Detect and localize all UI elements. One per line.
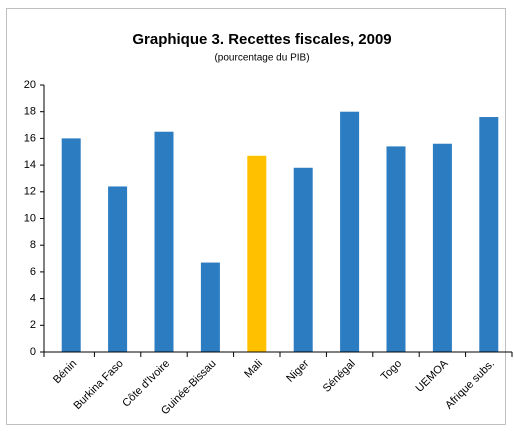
y-tick-label: 0 — [30, 346, 36, 358]
bar — [61, 138, 81, 352]
bar — [479, 117, 499, 352]
chart-title: Graphique 3. Recettes fiscales, 2009 — [132, 31, 391, 48]
y-tick-label: 12 — [24, 186, 36, 198]
y-tick-label: 16 — [24, 132, 36, 144]
y-tick-label: 8 — [30, 239, 36, 251]
y-tick-label: 18 — [24, 106, 36, 118]
bar — [154, 131, 174, 352]
y-tick-label: 2 — [30, 319, 36, 331]
bar — [293, 167, 313, 352]
bar — [247, 155, 267, 352]
bar — [108, 186, 128, 352]
y-tick-label: 6 — [30, 266, 36, 278]
y-tick-label: 4 — [30, 293, 36, 305]
bar — [200, 262, 220, 352]
chart-subtitle: (pourcentage du PIB) — [214, 53, 309, 64]
bar — [432, 143, 452, 352]
bar — [386, 146, 406, 352]
y-tick-label: 20 — [24, 79, 36, 91]
bar — [340, 111, 360, 352]
y-tick-label: 14 — [24, 159, 36, 171]
y-tick-label: 10 — [24, 212, 36, 224]
